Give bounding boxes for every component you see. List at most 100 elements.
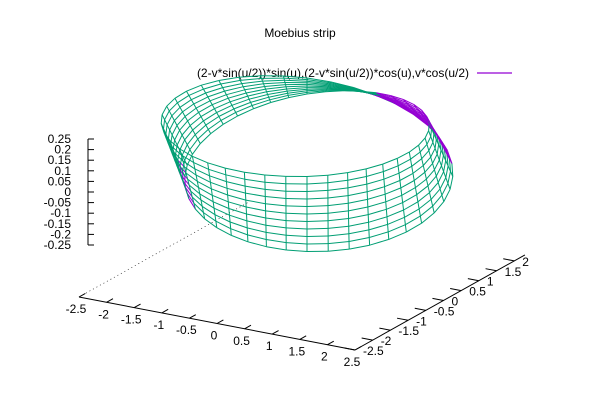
surface-mesh-line bbox=[328, 219, 349, 221]
x-axis-tick-label: -1.5 bbox=[121, 313, 142, 327]
surface-mesh-line bbox=[266, 211, 286, 213]
surface-mesh-line bbox=[368, 194, 386, 199]
surface-mesh-line bbox=[286, 228, 307, 229]
surface-mesh-line bbox=[385, 188, 401, 194]
surface-mesh-line bbox=[245, 87, 265, 90]
surface-mesh-line bbox=[349, 238, 369, 242]
surface-mesh-line bbox=[349, 222, 369, 226]
surface-mesh-line bbox=[231, 229, 248, 235]
surface-mesh-line bbox=[386, 195, 402, 202]
surface-mesh-line bbox=[182, 145, 187, 156]
surface-mesh-line bbox=[189, 89, 204, 95]
surface-mesh-line bbox=[266, 225, 286, 228]
surface-mesh-line bbox=[223, 116, 237, 124]
surface-mesh-line bbox=[201, 81, 219, 86]
surface-mesh-line bbox=[286, 86, 307, 87]
surface-mesh-line bbox=[369, 217, 388, 223]
surface-mesh-line bbox=[426, 170, 434, 179]
surface-mesh-line bbox=[307, 206, 328, 207]
surface-mesh-line bbox=[328, 188, 348, 191]
surface-mesh-line bbox=[286, 235, 307, 236]
surface-mesh-line bbox=[216, 221, 231, 229]
surface-mesh-line bbox=[450, 177, 453, 190]
surface-mesh-line bbox=[210, 176, 227, 182]
surface-mesh-line bbox=[177, 95, 189, 102]
surface-mesh-line bbox=[211, 124, 224, 133]
surface-mesh-line bbox=[286, 199, 307, 200]
x-axis-tick-label: -2 bbox=[98, 307, 109, 321]
surface-mesh-line bbox=[225, 168, 244, 172]
surface-mesh-line bbox=[402, 188, 416, 196]
surface-mesh-line bbox=[398, 159, 410, 166]
x-axis-tick-label: -0.5 bbox=[176, 323, 197, 337]
surface-mesh-line bbox=[387, 210, 404, 217]
surface-mesh-line bbox=[180, 140, 185, 150]
surface-mesh-line bbox=[438, 172, 443, 183]
surface-mesh-line bbox=[409, 145, 418, 152]
surface-mesh-line bbox=[436, 166, 441, 176]
surface-mesh-line bbox=[446, 166, 448, 178]
surface-mesh-line bbox=[429, 124, 453, 177]
surface-mesh-line bbox=[348, 184, 367, 188]
y-axis-tick bbox=[468, 279, 479, 281]
x-axis-tick bbox=[107, 299, 113, 303]
x-axis-tick-label: -2.5 bbox=[66, 302, 87, 316]
surface-mesh-line bbox=[411, 152, 421, 159]
surface-mesh-line bbox=[349, 230, 369, 234]
surface-mesh-line bbox=[400, 173, 413, 180]
surface-mesh-line bbox=[286, 213, 307, 214]
x-axis-tick bbox=[134, 304, 140, 308]
surface-mesh-line bbox=[307, 86, 328, 87]
surface-mesh-line bbox=[245, 186, 265, 189]
surface-mesh-line bbox=[425, 131, 429, 138]
surface-mesh-line bbox=[383, 158, 398, 164]
surface-mesh-line bbox=[246, 200, 266, 204]
surface-mesh-line bbox=[307, 198, 328, 199]
surface-mesh-line bbox=[266, 247, 286, 250]
surface-mesh-line bbox=[368, 209, 386, 214]
x-axis-tick bbox=[79, 293, 85, 297]
surface-mesh-line bbox=[161, 115, 162, 124]
surface-mesh-line bbox=[399, 166, 412, 173]
surface-mesh-line bbox=[266, 240, 286, 243]
surface-mesh-line bbox=[210, 182, 227, 188]
surface-mesh-line bbox=[307, 183, 328, 184]
surface-mesh-line bbox=[405, 209, 420, 217]
surface-mesh-line bbox=[247, 214, 266, 218]
surface-mesh-line bbox=[370, 239, 389, 245]
surface-mesh-line bbox=[388, 217, 405, 224]
surface-mesh-line bbox=[417, 186, 428, 195]
surface-mesh-line bbox=[286, 250, 307, 252]
surface-mesh-line bbox=[225, 168, 231, 235]
x-axis-tick bbox=[245, 325, 251, 329]
surface-mesh-line bbox=[265, 175, 286, 176]
surface-mesh-line bbox=[196, 175, 210, 182]
y-axis-tick-label: -1 bbox=[416, 314, 427, 328]
surface-mesh-line bbox=[168, 130, 169, 140]
x-axis-tick-label: 0 bbox=[211, 329, 218, 343]
surface-mesh-line bbox=[428, 176, 436, 186]
surface-mesh-line bbox=[348, 199, 367, 203]
surface-mesh-line bbox=[368, 202, 386, 207]
surface-mesh-line bbox=[328, 234, 349, 236]
y-axis-tick-label: 0.5 bbox=[469, 285, 486, 299]
surface-mesh-line bbox=[286, 243, 307, 244]
y-axis-tick-label: 1.5 bbox=[505, 265, 522, 279]
surface-mesh-line bbox=[422, 110, 448, 150]
y-axis-tick bbox=[379, 328, 390, 330]
surface-mesh-line bbox=[439, 150, 441, 160]
surface-mesh-line bbox=[177, 135, 182, 145]
surface-mesh-line bbox=[440, 178, 446, 189]
surface-mesh-line bbox=[430, 183, 439, 193]
surface-mesh-line bbox=[172, 125, 177, 134]
surface-mesh-line bbox=[174, 112, 182, 121]
surface-mesh-line bbox=[415, 179, 426, 188]
surface-mesh-line bbox=[223, 84, 242, 88]
y-axis-tick bbox=[503, 259, 514, 261]
surface-mesh-line bbox=[406, 223, 421, 232]
z-axis-tick-label: -0.25 bbox=[44, 238, 72, 252]
surface-mesh-line bbox=[221, 112, 236, 120]
x-axis-tick bbox=[189, 315, 195, 319]
surface-mesh-line bbox=[248, 235, 267, 240]
